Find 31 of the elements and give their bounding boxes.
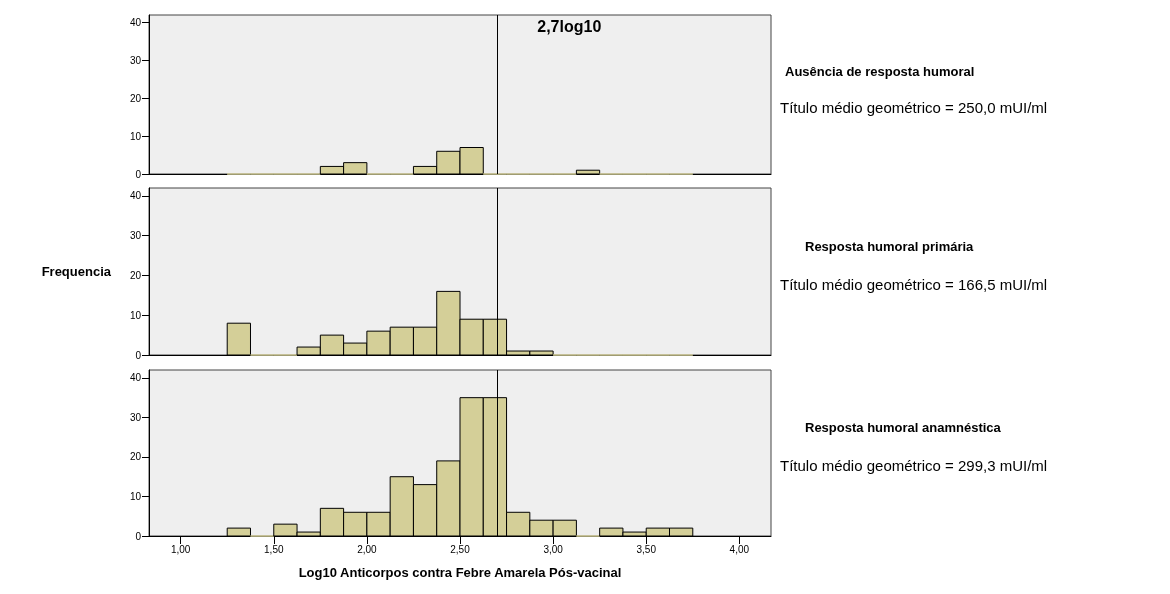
x-tick-label: 3,00 [543,543,564,555]
text: Título médio geométrico = 299,3 mUI/ml [780,457,1048,474]
text: Ausência de resposta humoral [785,63,975,79]
x-tick-label: 3,50 [636,543,657,555]
text: Título médio geométrico = 250,0 mUI/ml [780,98,1048,116]
text: Título médio geométrico = 166,5 mUI/ml [780,275,1048,293]
x-tick-label: 2,00 [357,543,378,555]
y-tick-label: 20 [129,269,142,281]
y-tick-label: 0 [135,349,142,361]
y-tick-label: 40 [129,17,142,29]
y-tick-label: 10 [129,309,142,321]
y-axis-title: Frequencia [41,264,112,279]
y-tick-label: 10 [129,130,142,142]
x-tick-label: 1,50 [264,543,284,555]
x-tick-label: 2,50 [450,543,471,555]
y-tick-label: 40 [129,372,142,384]
y-tick-label: 40 [129,190,142,202]
text: Resposta humoral primária [805,238,975,254]
y-tick-label: 0 [135,530,142,542]
y-tick-label: 30 [129,411,142,423]
ref-line-label: 2,7log10 [537,17,602,35]
text: Resposta humoral anamnéstica [805,420,1002,436]
y-tick-label: 10 [129,490,142,502]
y-tick-label: 30 [129,230,142,242]
y-tick-label: 0 [135,168,142,180]
y-tick-label: 20 [129,92,142,104]
x-tick-label: 4,00 [729,543,750,555]
x-axis-title: Log10 Anticorpos contra Febre Amarela Pós-vacinal [298,565,622,580]
y-tick-label: 30 [129,54,142,66]
x-tick-label: 1,00 [170,543,191,555]
y-tick-label: 20 [129,451,142,463]
